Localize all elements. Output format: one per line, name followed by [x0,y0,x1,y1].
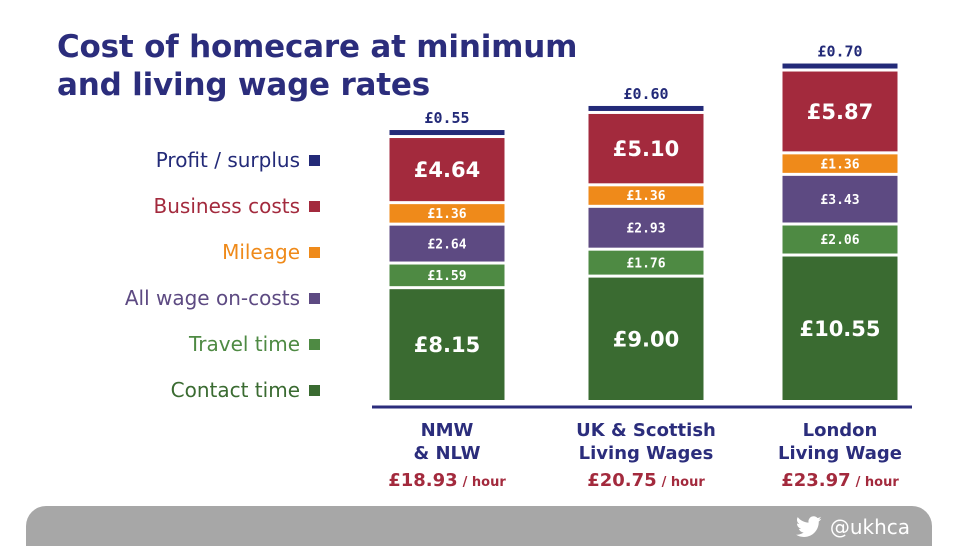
legend-label: All wage on-costs [124,286,300,310]
bar-segment-oncosts [588,207,704,248]
category-label: NMW [421,420,474,441]
bar-segment-travel [389,264,505,287]
bar-segment-profit [588,105,704,111]
bar-segment-profit [389,130,505,136]
data-label-travel: £2.06 [820,233,859,248]
legend-swatch [309,200,320,212]
data-label-contact: £9.00 [613,327,679,351]
data-label-oncosts: £3.43 [820,193,859,208]
bar-segment-business [588,113,704,184]
legend-swatch [309,338,320,350]
total-unit: / hour [662,475,706,490]
bar-segment-mileage [389,204,505,223]
legend-item-business: Business costs [20,183,320,229]
bar-segment-oncosts [389,225,505,262]
legend-label: Contact time [170,378,300,402]
legend-label: Mileage [222,240,300,264]
legend-label: Travel time [189,332,300,356]
bar-segment-business [782,71,898,152]
data-label-profit: £0.60 [623,85,668,103]
data-label-travel: £1.59 [427,269,466,284]
legend-swatch [309,246,320,258]
bar-segment-mileage [782,154,898,173]
chart-title: Cost of homecare at minimum and living w… [57,28,577,104]
data-label-mileage: £1.36 [820,157,859,172]
bar-segment-contact [389,289,505,400]
bar-segment-mileage [588,186,704,205]
legend-label: Business costs [153,194,300,218]
legend-item-oncosts: All wage on-costs [20,275,320,321]
data-label-business: £5.10 [613,137,679,161]
data-label-contact: £8.15 [414,333,480,357]
legend-item-profit: Profit / surplus [20,137,320,183]
category-label: Living Wages [579,443,714,464]
data-label-profit: £0.55 [424,109,469,127]
bar-segment-travel [782,225,898,254]
data-label-oncosts: £2.93 [626,221,665,236]
data-label-travel: £1.76 [626,256,665,271]
bar-segment-oncosts [782,175,898,223]
total-value: £23.97 [781,470,850,491]
data-label-oncosts: £2.64 [427,237,466,252]
total-label: £23.97 / hour [781,470,899,491]
legend-swatch [309,154,320,166]
category-label: & NLW [414,443,481,464]
data-label-contact: £10.55 [799,317,880,341]
total-label: £20.75 / hour [587,470,705,491]
twitter-handle[interactable]: @ukhca [795,515,910,539]
data-label-mileage: £1.36 [427,207,466,222]
category-label: UK & Scottish [576,420,716,441]
data-label-business: £5.87 [807,100,873,124]
stacked-bar-chart: £8.15 £1.59 £2.64 £1.36 £4.64 £0.55 NMW& NLW £1… [372,43,912,491]
total-value: £18.93 [388,470,457,491]
legend: Profit / surplus Business costs Mileage All… [20,137,320,413]
legend-item-mileage: Mileage [20,229,320,275]
legend-swatch [309,384,320,396]
total-label: £18.93 / hour [388,470,506,491]
legend-item-contact: Contact time [20,367,320,413]
title-line: Cost of homecare at minimum [57,29,578,65]
total-value: £20.75 [587,470,656,491]
footer-bar: @ukhca [26,506,932,546]
legend-swatch [309,292,320,304]
legend-item-travel: Travel time [20,321,320,367]
bar-segment-profit [782,63,898,69]
category-label: London [803,420,878,441]
data-label-business: £4.64 [414,158,480,182]
twitter-bird-icon [795,516,822,537]
bar-segment-business [389,138,505,202]
total-unit: / hour [463,475,507,490]
bar-segment-contact [782,256,898,400]
category-label: Living Wage [778,443,902,464]
title-line: and living wage rates [57,67,430,103]
data-label-profit: £0.70 [817,43,862,61]
bar-segment-travel [588,250,704,275]
legend-label: Profit / surplus [155,148,300,172]
twitter-handle-text: @ukhca [829,515,910,539]
total-unit: / hour [856,475,900,490]
bar-segment-contact [588,277,704,400]
data-label-mileage: £1.36 [626,189,665,204]
